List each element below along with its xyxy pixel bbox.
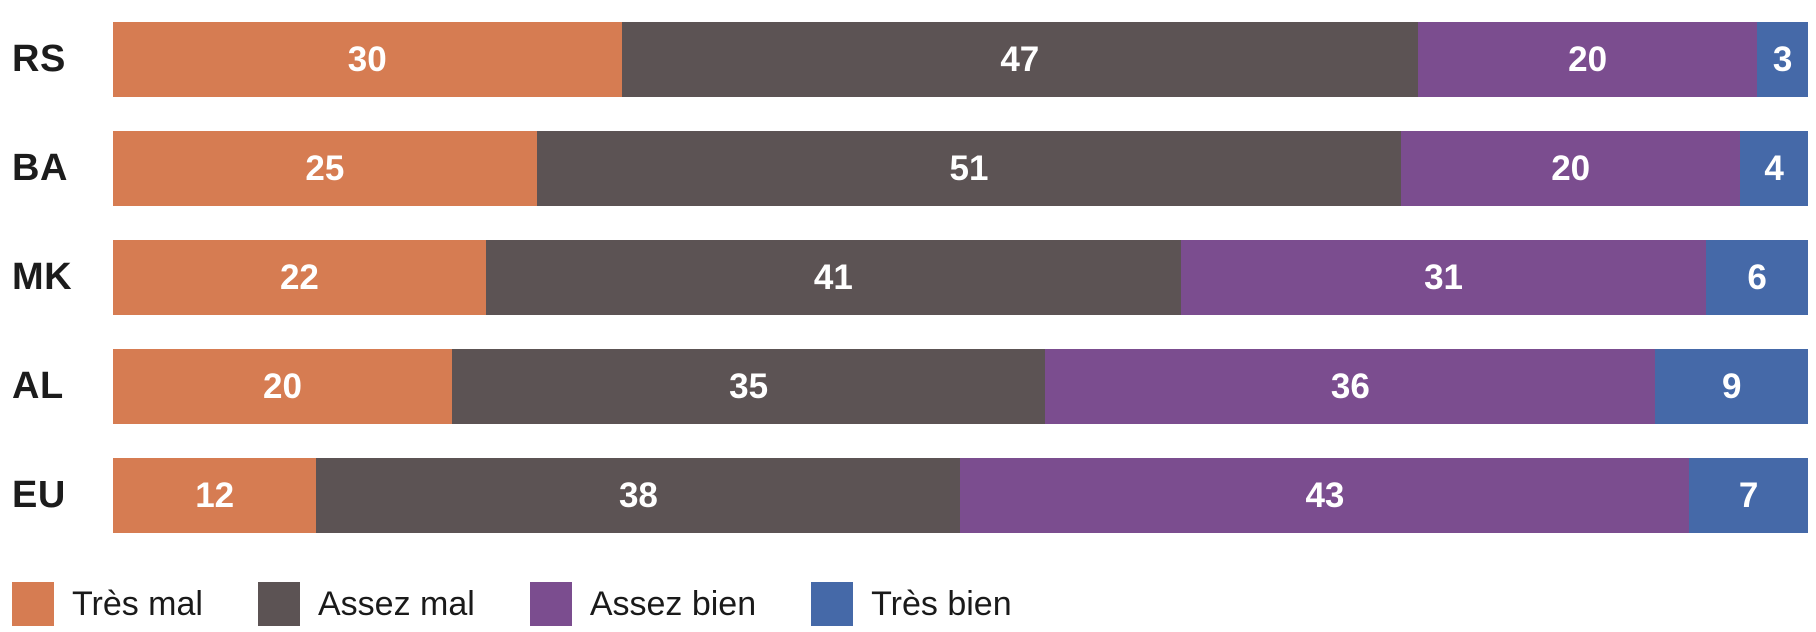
segment-value: 7 <box>1738 475 1759 515</box>
chart-legend: Très mal Assez mal Assez bien Très bien <box>12 582 1816 626</box>
chart-row-al: AL 20 35 36 9 <box>0 349 1816 424</box>
bar-segment-assez-bien: 20 <box>1418 22 1758 97</box>
legend-swatch-tres-mal <box>12 582 54 626</box>
bar-segment-assez-mal: 41 <box>485 240 1181 315</box>
bar-segment-assez-mal: 35 <box>452 349 1046 424</box>
bar-mk: 22 41 31 6 <box>113 240 1808 315</box>
category-label-mk: MK <box>12 256 73 298</box>
segment-value: 3 <box>1772 39 1793 79</box>
bar-segment-assez-mal: 47 <box>621 22 1419 97</box>
category-label-rs: RS <box>12 38 66 80</box>
segment-value: 41 <box>813 257 853 297</box>
bar-segment-tres-bien: 6 <box>1706 240 1808 315</box>
bar-segment-tres-mal: 12 <box>113 458 317 533</box>
bar-segment-tres-bien: 3 <box>1757 22 1808 97</box>
segment-value: 25 <box>305 148 345 188</box>
legend-item-assez-mal: Assez mal <box>257 582 475 626</box>
segment-value: 20 <box>1568 39 1608 79</box>
legend-item-assez-bien: Assez bien <box>529 582 757 626</box>
bar-segment-tres-bien: 7 <box>1689 458 1808 533</box>
bar-segment-tres-bien: 9 <box>1655 349 1808 424</box>
segment-value: 51 <box>949 148 989 188</box>
chart-rows: RS 30 47 20 3 BA 25 51 20 4 MK 22 41 31 6 AL 20 35 36 9 EU 12… <box>0 22 1816 533</box>
chart-row-mk: MK 22 41 31 6 <box>0 240 1816 315</box>
category-label-eu: EU <box>12 474 66 516</box>
legend-item-tres-mal: Très mal <box>12 582 203 626</box>
segment-value: 20 <box>263 366 302 406</box>
bar-segment-assez-bien: 31 <box>1180 240 1707 315</box>
segment-value: 9 <box>1721 366 1742 406</box>
legend-swatch-assez-bien <box>529 582 572 626</box>
segment-value: 12 <box>195 475 235 515</box>
legend-swatch-assez-mal <box>257 582 300 626</box>
bar-ba: 25 51 20 4 <box>113 131 1808 206</box>
segment-value: 4 <box>1764 148 1784 188</box>
bar-segment-assez-bien: 20 <box>1401 131 1741 206</box>
bar-segment-assez-bien: 36 <box>1045 349 1656 424</box>
bar-segment-tres-mal: 25 <box>113 131 537 206</box>
segment-value: 30 <box>347 39 387 79</box>
segment-value: 47 <box>1000 39 1040 79</box>
bar-segment-tres-bien: 4 <box>1740 131 1808 206</box>
segment-value: 6 <box>1747 257 1767 297</box>
segment-value: 38 <box>618 475 658 515</box>
segment-value: 22 <box>279 257 319 297</box>
legend-swatch-tres-bien <box>811 582 854 626</box>
segment-value: 35 <box>729 366 769 406</box>
legend-label-assez-mal: Assez mal <box>317 584 475 623</box>
bar-eu: 12 38 43 7 <box>113 458 1808 533</box>
segment-value: 31 <box>1424 257 1464 297</box>
bar-segment-tres-mal: 22 <box>113 240 486 315</box>
segment-value: 36 <box>1330 366 1370 406</box>
segment-value: 43 <box>1305 475 1345 515</box>
chart-row-eu: EU 12 38 43 7 <box>0 458 1816 533</box>
bar-segment-tres-mal: 30 <box>113 22 622 97</box>
legend-item-tres-bien: Très bien <box>811 582 1012 626</box>
category-label-ba: BA <box>12 147 68 189</box>
bar-segment-assez-mal: 38 <box>316 458 961 533</box>
bar-segment-assez-bien: 43 <box>960 458 1690 533</box>
bar-segment-assez-mal: 51 <box>536 131 1402 206</box>
bar-al: 20 35 36 9 <box>113 349 1808 424</box>
legend-label-assez-bien: Assez bien <box>589 584 757 623</box>
legend-label-tres-mal: Très mal <box>72 584 203 623</box>
legend-label-tres-bien: Très bien <box>871 584 1012 623</box>
segment-value: 20 <box>1551 148 1591 188</box>
category-label-al: AL <box>12 365 64 407</box>
chart-row-ba: BA 25 51 20 4 <box>0 131 1816 206</box>
bar-rs: 30 47 20 3 <box>113 22 1808 97</box>
bar-segment-tres-mal: 20 <box>113 349 452 424</box>
chart-row-rs: RS 30 47 20 3 <box>0 22 1816 97</box>
